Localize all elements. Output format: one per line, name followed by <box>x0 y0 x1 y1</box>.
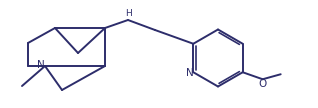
Text: N: N <box>186 68 194 78</box>
Text: N: N <box>37 60 45 70</box>
Text: O: O <box>259 79 267 89</box>
Text: H: H <box>126 9 132 17</box>
